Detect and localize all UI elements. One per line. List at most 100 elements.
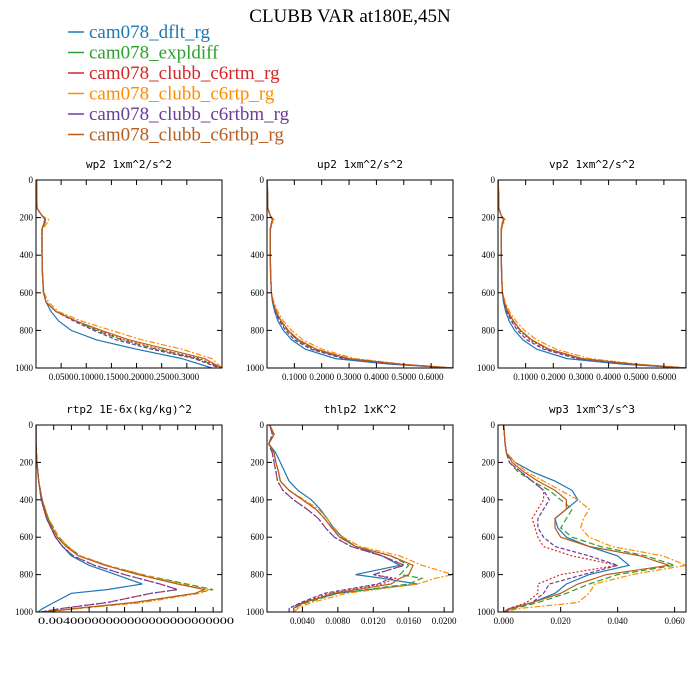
y-tick-label: 800 — [251, 325, 265, 335]
panel: vp2 1xm^2/s^2 0 200 400 600 800 1000 0.1000 0.20… — [477, 158, 687, 382]
x-tick-label: 0.1500 — [99, 372, 124, 382]
legend-label: cam078_clubb_c6rtm_rg — [89, 63, 280, 84]
y-tick-label: 0 — [260, 420, 265, 430]
y-tick-label: 400 — [20, 250, 34, 260]
y-tick-label: 1000 — [477, 363, 496, 373]
x-tick-label: 0.000 — [494, 616, 515, 626]
y-tick-label: 200 — [251, 457, 265, 467]
x-tick-label: 0.060 — [664, 616, 685, 626]
x-tick-label: 0.3000 — [174, 372, 199, 382]
legend-label: cam078_clubb_c6rtbm_rg — [89, 104, 290, 125]
y-tick-label: 1000 — [15, 607, 34, 617]
x-tick-label: 0.0120 — [361, 616, 386, 626]
x-tick-label: 0.5000 — [391, 372, 416, 382]
plot-frame — [35, 179, 223, 369]
panel: wp2 1xm^2/s^2 0 200 400 600 800 1000 0.0500 0.10… — [15, 158, 223, 382]
series-line — [36, 425, 214, 612]
y-tick-label: 400 — [251, 495, 265, 505]
legend-entry: cam078_expldiff — [68, 43, 219, 64]
series-line — [36, 425, 211, 612]
series-line — [36, 425, 178, 612]
y-tick-label: 200 — [251, 213, 265, 223]
series-line — [36, 180, 222, 368]
plot-frame — [35, 424, 223, 613]
panel: up2 1xm^2/s^2 0 200 400 600 800 1000 0.1000 0.20… — [246, 158, 454, 382]
y-tick-label: 400 — [251, 250, 265, 260]
x-tick-label: 0.040 — [608, 616, 629, 626]
plot-frame — [266, 179, 454, 369]
legend-entry: cam078_clubb_c6rtp_rg — [68, 84, 275, 105]
legend-entry: cam078_clubb_c6rtbp_rg — [68, 125, 284, 146]
x-tick-label: 0.1000 — [74, 372, 99, 382]
y-tick-label: 800 — [251, 570, 265, 580]
series-line — [36, 425, 178, 612]
x-tick-label: 0.3000 — [337, 372, 362, 382]
y-tick-label: 200 — [20, 457, 34, 467]
legend-label: cam078_dflt_rg — [89, 22, 211, 43]
x-tick-label: 0.0040 — [290, 616, 315, 626]
y-tick-label: 600 — [20, 532, 34, 542]
x-tick-label: 0.1000 — [282, 372, 307, 382]
series-line — [268, 425, 414, 612]
panel-title: thlp2 1xK^2 — [324, 403, 397, 416]
chart-title: CLUBB VAR at180E,45N — [249, 6, 451, 27]
series-line — [36, 425, 143, 612]
y-tick-label: 800 — [20, 325, 34, 335]
series-line — [36, 180, 220, 368]
legend-entry: cam078_clubb_c6rtbm_rg — [68, 104, 290, 125]
series-line — [503, 425, 686, 612]
y-tick-label: 800 — [482, 325, 496, 335]
legend-entry: cam078_clubb_c6rtm_rg — [68, 63, 280, 84]
panel-title: wp3 1xm^3/s^3 — [549, 403, 635, 416]
y-tick-label: 0 — [260, 175, 265, 185]
y-tick-label: 1000 — [477, 607, 496, 617]
x-tick-label: 0.2500 — [149, 372, 174, 382]
y-tick-label: 600 — [482, 532, 496, 542]
series-line — [36, 425, 207, 612]
x-tick-label: 0.0500 — [49, 372, 74, 382]
x-tick-label: 0.2000 — [541, 372, 566, 382]
y-tick-label: 0 — [491, 175, 496, 185]
y-tick-label: 200 — [20, 213, 34, 223]
y-tick-label: 800 — [20, 570, 34, 580]
legend-label: cam078_clubb_c6rtp_rg — [89, 84, 275, 105]
legend-label: cam078_clubb_c6rtbp_rg — [89, 125, 284, 146]
series-line — [268, 425, 418, 612]
y-tick-label: 0 — [29, 420, 34, 430]
panel-title: up2 1xm^2/s^2 — [317, 158, 403, 171]
y-tick-label: 600 — [251, 288, 265, 298]
series-line — [268, 425, 453, 612]
series-line — [503, 425, 670, 612]
y-tick-label: 1000 — [15, 363, 34, 373]
series-line — [267, 180, 453, 368]
y-tick-label: 0 — [29, 175, 34, 185]
x-tick-label: 0.4000 — [596, 372, 621, 382]
x-tick-label: 0.4000 — [364, 372, 389, 382]
panel-title: wp2 1xm^2/s^2 — [86, 158, 172, 171]
panel: thlp2 1xK^2 0 200 400 600 800 1000 0.0040 0.0080… — [246, 403, 457, 626]
x-tick-label: 0.6000 — [652, 372, 677, 382]
x-tick-label: 0.0160 — [396, 616, 421, 626]
x-tick-label: 0.6000 — [419, 372, 444, 382]
series-line — [503, 425, 631, 612]
x-tick-label: 0.00400000000000000000000000 — [38, 616, 235, 626]
x-tick-label: 0.3000 — [569, 372, 594, 382]
plot-frame — [497, 424, 687, 613]
y-tick-label: 600 — [20, 288, 34, 298]
y-tick-label: 400 — [482, 495, 496, 505]
series-line — [498, 180, 686, 368]
y-tick-label: 1000 — [246, 607, 265, 617]
y-tick-label: 600 — [251, 532, 265, 542]
x-tick-label: 0.2000 — [124, 372, 149, 382]
y-tick-label: 400 — [20, 495, 34, 505]
y-tick-label: 200 — [482, 213, 496, 223]
y-tick-label: 1000 — [246, 363, 265, 373]
y-tick-label: 800 — [482, 570, 496, 580]
panel-title: vp2 1xm^2/s^2 — [549, 158, 635, 171]
x-tick-label: 0.5000 — [624, 372, 649, 382]
series-line — [503, 425, 620, 612]
series-line — [268, 425, 407, 612]
series-line — [503, 425, 618, 612]
